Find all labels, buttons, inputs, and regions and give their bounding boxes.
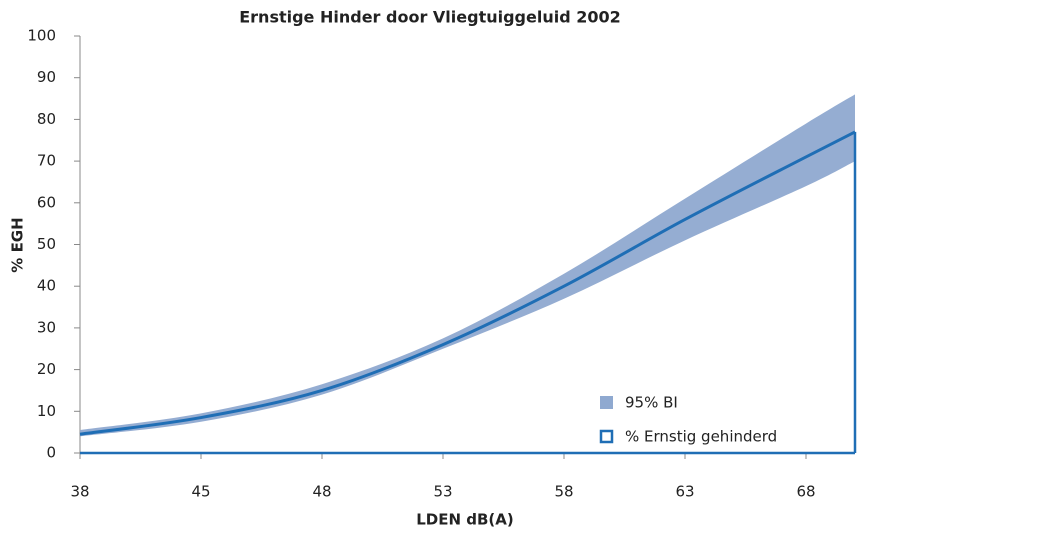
y-tick-label: 0 xyxy=(46,444,56,462)
legend-label: 95% BI xyxy=(625,394,678,412)
x-axis-label: LDEN dB(A) xyxy=(416,511,514,529)
y-tick-label: 60 xyxy=(37,193,56,211)
line xyxy=(79,130,856,436)
legend-label: % Ernstig gehinderd xyxy=(625,428,777,446)
x-tick-label: 38 xyxy=(70,483,89,501)
y-tick-label: 90 xyxy=(37,68,56,86)
y-axis-label: % EGH xyxy=(9,217,27,272)
x-tick-label: 63 xyxy=(675,483,694,501)
y-tick-label: 40 xyxy=(37,277,56,295)
y-tick-label: 30 xyxy=(37,318,56,336)
y-tick-label: 80 xyxy=(37,110,56,128)
x-tick-label: 68 xyxy=(796,483,815,501)
y-tick-label: 50 xyxy=(37,235,56,253)
y-tick-label: 20 xyxy=(37,360,56,378)
y-tick-label: 100 xyxy=(27,27,56,45)
chart-title: Ernstige Hinder door Vliegtuiggeluid 200… xyxy=(239,8,621,27)
confidence-band xyxy=(80,94,855,437)
x-tick-label: 58 xyxy=(554,483,573,501)
x-tick-label: 45 xyxy=(191,483,210,501)
y-tick-label: 70 xyxy=(37,152,56,170)
x-tick-label: 53 xyxy=(433,483,452,501)
legend-swatch xyxy=(599,429,614,444)
y-tick-label: 10 xyxy=(37,402,56,420)
legend-swatch xyxy=(600,396,613,409)
x-tick-label: 48 xyxy=(312,483,331,501)
